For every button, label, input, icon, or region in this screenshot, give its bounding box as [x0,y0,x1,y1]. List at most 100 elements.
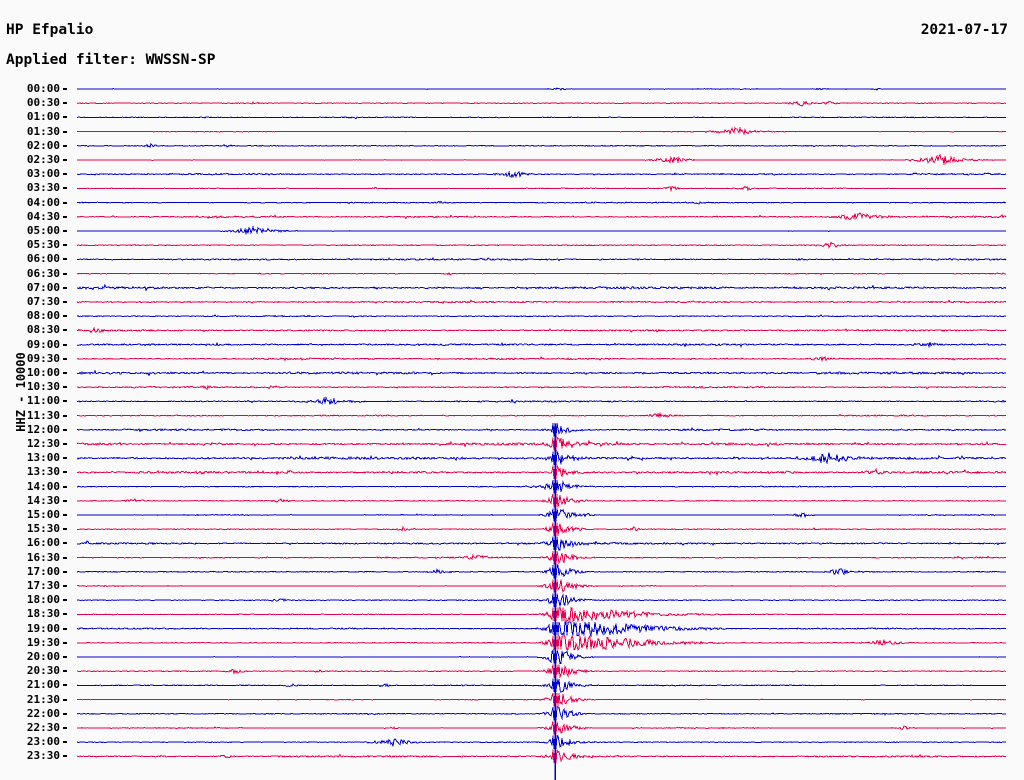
row-time-label: 01:30 [8,126,60,137]
row-time-label: 19:00 [8,623,60,634]
row-time-label: 14:00 [8,481,60,492]
row-time-label-text: 09:30 [26,351,60,365]
row-tick-mark [63,301,67,303]
row-tick-mark [63,144,67,147]
row-time-label-text: 03:00 [26,167,60,181]
row-time-label-text: 13:00 [26,451,60,465]
seismic-trace [76,396,1007,405]
row-time-label-text: 22:30 [26,721,60,734]
row-time-label: 03:00 [8,168,60,179]
row-tick-mark [63,102,67,105]
row-time-label: 04:30 [8,211,60,222]
row-tick-mark [63,670,67,673]
seismic-trace [76,314,1007,318]
row-time-label: 21:00 [8,679,60,690]
row-time-label: 07:30 [8,296,60,307]
row-tick-mark [63,570,67,573]
row-time-label: 00:30 [8,97,60,108]
seismic-trace [76,355,1007,363]
row-time-label: 17:30 [8,580,60,591]
row-tick-mark [63,698,67,701]
row-tick-mark [63,230,67,232]
applied-filter-label: Applied filter: WWSSN-SP [6,52,216,68]
seismic-trace [76,341,1007,349]
seismic-trace [76,493,1007,508]
row-tick-mark [63,187,67,190]
row-tick-mark [63,372,67,374]
record-date: 2021-07-17 [920,22,1008,38]
row-time-label: 20:30 [8,665,60,676]
row-time-label-text: 20:30 [26,664,60,678]
row-tick-mark [63,357,67,360]
row-time-label-text: 05:30 [26,238,60,252]
row-time-label: 20:00 [8,651,60,662]
seismic-trace [76,621,1007,638]
row-time-label-text: 07:00 [26,280,60,294]
row-time-label-text: 21:30 [26,692,60,706]
row-tick-mark [63,244,67,247]
seismic-trace [76,508,1007,522]
seismic-trace [76,200,1007,205]
row-time-label-text: 02:00 [26,138,60,152]
row-time-label: 22:00 [8,708,60,719]
row-tick-mark [63,130,67,133]
seismic-trace [76,522,1007,536]
row-time-label: 04:00 [8,197,60,208]
row-time-label: 12:00 [8,424,60,435]
row-time-label: 19:30 [8,637,60,648]
row-time-label: 09:00 [8,339,60,350]
seismic-trace [76,154,1007,165]
row-tick-mark [63,386,67,389]
row-time-label-text: 10:30 [26,380,60,394]
seismic-trace [76,225,1007,236]
seismic-trace [76,257,1007,262]
row-tick-mark [63,201,67,204]
row-time-label: 03:30 [8,182,60,193]
seismic-trace [76,550,1007,565]
row-time-label: 23:30 [8,750,60,761]
row-tick-mark [63,528,67,531]
seismic-trace [76,749,1007,764]
row-tick-mark [63,613,67,616]
row-time-label: 15:00 [8,509,60,520]
seismic-trace [76,692,1007,707]
row-tick-mark [63,741,67,744]
row-time-label-text: 14:00 [26,479,60,493]
row-tick-mark [63,499,67,502]
row-time-label-text: 11:00 [26,394,60,408]
row-time-label: 15:30 [8,523,60,534]
row-time-label-text: 03:30 [26,181,60,195]
row-time-label-text: 04:00 [26,195,60,209]
seismic-trace [76,326,1007,334]
seismic-trace [76,449,1007,465]
seismic-trace [76,185,1007,193]
row-tick-mark [63,443,67,445]
row-time-label: 22:30 [8,722,60,733]
row-time-label: 08:00 [8,310,60,321]
row-time-label-text: 06:30 [26,266,60,280]
row-time-label-text: 05:00 [26,224,60,237]
seismic-trace [76,283,1007,292]
row-tick-mark [63,329,67,332]
row-time-label: 13:00 [8,452,60,463]
row-tick-mark [63,286,67,289]
seismic-trace [76,116,1007,120]
row-time-label: 05:30 [8,239,60,250]
row-time-label: 11:00 [8,395,60,406]
seismic-trace [76,721,1007,735]
row-time-label-text: 12:00 [26,422,60,436]
row-time-label-text: 02:30 [26,153,60,166]
row-time-label-text: 17:00 [26,564,60,578]
row-tick-mark [63,585,67,587]
row-tick-mark [63,215,67,218]
seismic-trace [76,212,1007,221]
row-time-label: 18:30 [8,608,60,619]
seismic-trace [76,142,1007,148]
row-time-label: 05:00 [8,225,60,236]
seismic-trace [76,87,1007,91]
row-time-label: 11:30 [8,410,60,421]
row-tick-mark [63,599,67,602]
row-time-label: 10:30 [8,381,60,392]
seismic-trace [76,579,1007,593]
